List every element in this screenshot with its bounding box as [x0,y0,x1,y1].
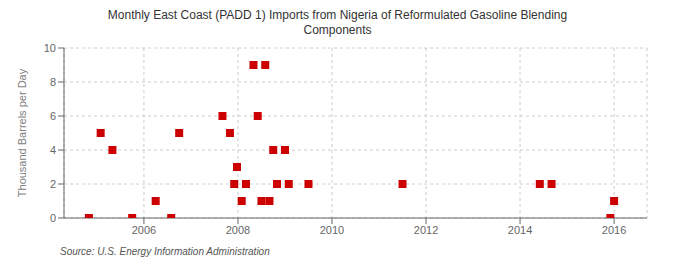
svg-text:2: 2 [50,178,56,190]
svg-text:2016: 2016 [602,224,626,236]
svg-text:2012: 2012 [414,224,438,236]
svg-text:6: 6 [50,110,56,122]
svg-text:2008: 2008 [226,224,250,236]
svg-text:2006: 2006 [132,224,156,236]
html-text:Components: Components [303,23,372,37]
html-text:Source: U.S. Energy Informatio: Source: U.S. Energy Information Administ… [60,246,270,257]
svg-text:Thousand Barrels per Day: Thousand Barrels per Day [16,68,28,197]
svg-text:4: 4 [50,144,56,156]
svg-text:2010: 2010 [320,224,344,236]
svg-text:0: 0 [50,212,56,224]
svg-text:10: 10 [44,42,56,54]
svg-text:8: 8 [50,76,56,88]
html-text:Monthly East Coast (PADD 1) Im: Monthly East Coast (PADD 1) Imports from… [107,8,568,22]
svg-text:2014: 2014 [508,224,532,236]
